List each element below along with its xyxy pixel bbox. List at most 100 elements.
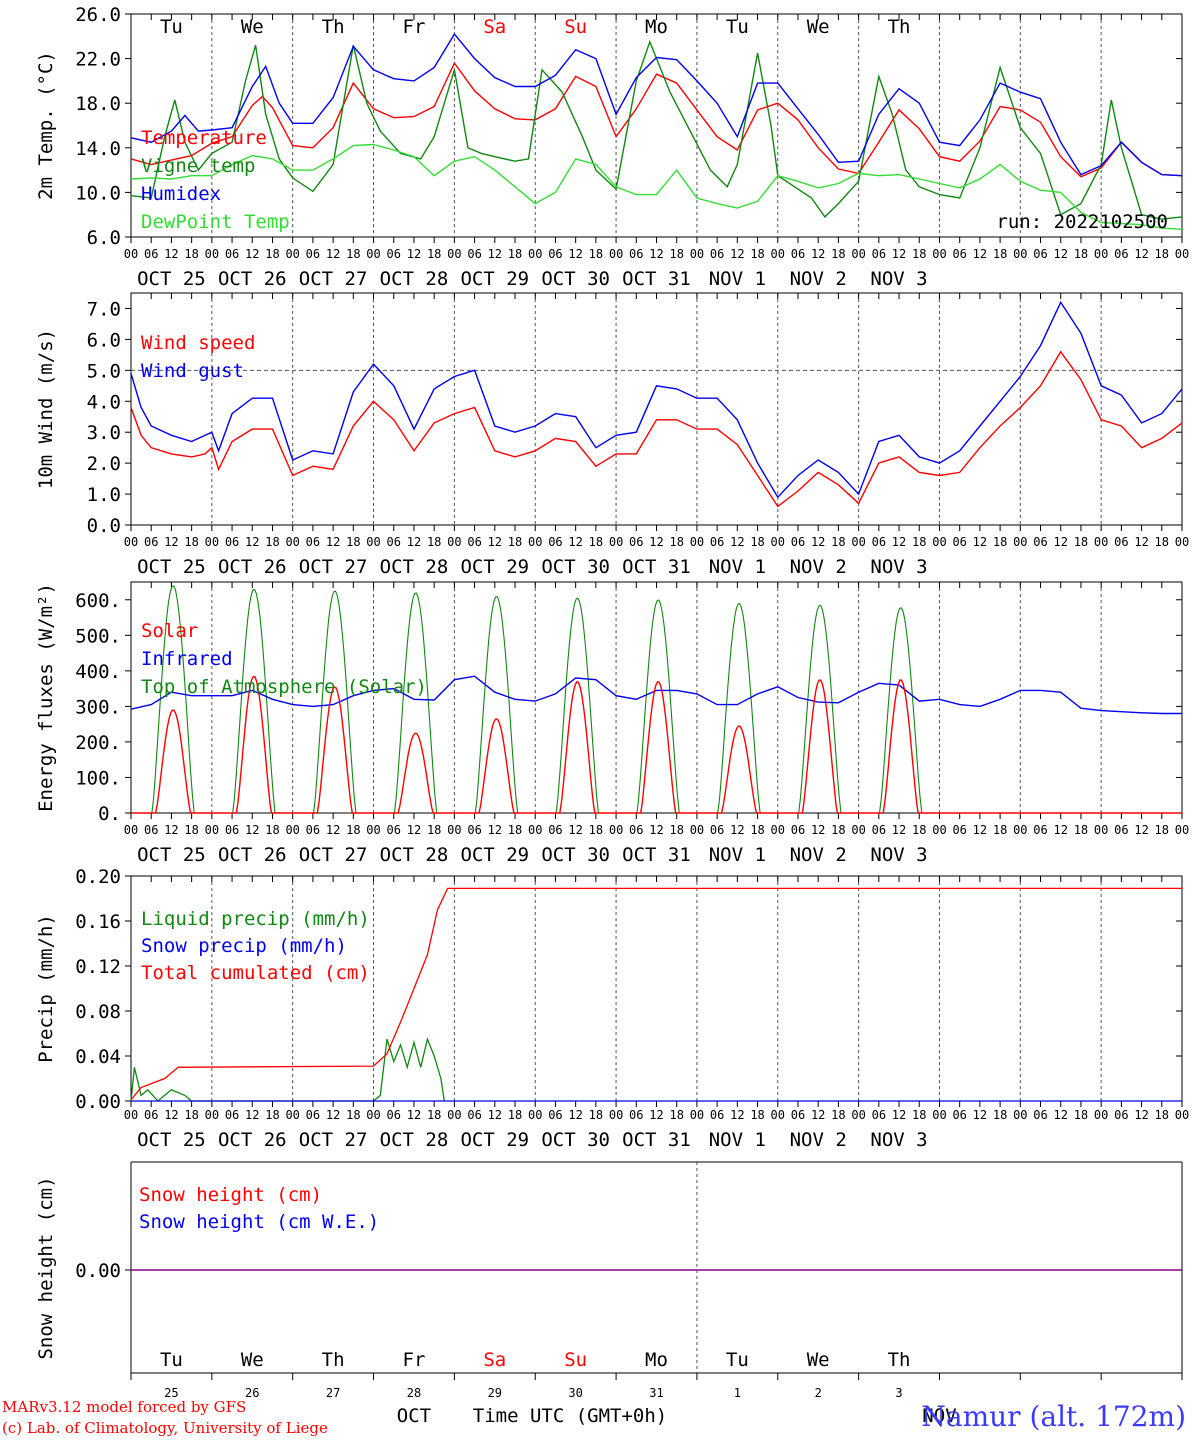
hour-tick-label: 06 xyxy=(548,247,562,261)
legend-total-cumulated-cm-: Total cumulated (cm) xyxy=(141,962,370,984)
hour-tick-label: 12 xyxy=(730,535,744,549)
legend-wind-gust: Wind gust xyxy=(141,360,244,382)
y-tick-label: 10.0 xyxy=(75,182,121,204)
hour-tick-label: 00 xyxy=(528,823,542,837)
credit-lab: (c) Lab. of Climatology, University of L… xyxy=(2,1419,328,1437)
hour-tick-label: 12 xyxy=(568,247,582,261)
date-label: NOV 3 xyxy=(870,268,927,290)
hour-tick-label: 00 xyxy=(528,535,542,549)
hour-tick-label: 12 xyxy=(164,1108,178,1122)
hour-tick-label: 00 xyxy=(285,823,299,837)
date-label: OCT 29 xyxy=(460,1129,529,1151)
hour-tick-label: 06 xyxy=(872,823,886,837)
hour-tick-label: 06 xyxy=(952,1108,966,1122)
panel-1: 6.0 10.0 14.0 18.0 22.0 26.0 2m Temp. (°C) Tu We… xyxy=(35,4,1183,249)
hour-tick-label: 18 xyxy=(508,535,522,549)
panel-4: 0.00 0.04 0.08 0.12 0.16 0.20 Precip (mm/h) Liq… xyxy=(35,866,1183,1113)
series-temperature xyxy=(130,61,1183,178)
date-label: OCT 30 xyxy=(541,844,610,866)
y-tick-label: 0.04 xyxy=(75,1046,121,1068)
date-label: OCT 29 xyxy=(460,844,529,866)
date-label: OCT 28 xyxy=(380,268,449,290)
hour-tick-label: 06 xyxy=(387,535,401,549)
date-label: NOV 2 xyxy=(790,1129,847,1151)
hour-tick-label: 00 xyxy=(932,823,946,837)
hour-tick-label: 06 xyxy=(387,823,401,837)
hour-tick-label: 12 xyxy=(811,1108,825,1122)
hour-tick-label: 18 xyxy=(346,247,360,261)
hour-tick-label: 00 xyxy=(1013,247,1027,261)
day-number: 25 xyxy=(164,1386,178,1400)
legend-dewpoint-temp: DewPoint Temp xyxy=(141,211,290,233)
hour-tick-label: 06 xyxy=(306,535,320,549)
series-humidex xyxy=(130,32,1183,177)
hour-tick-label: 12 xyxy=(245,823,259,837)
hour-tick-label: 06 xyxy=(467,247,481,261)
hour-tick-label: 18 xyxy=(508,247,522,261)
hour-tick-label: 18 xyxy=(508,1108,522,1122)
hour-tick-label: 06 xyxy=(548,1108,562,1122)
date-label: OCT 25 xyxy=(137,556,206,578)
y-tick-label: 500. xyxy=(75,625,121,647)
hour-tick-label: 18 xyxy=(346,1108,360,1122)
date-label: OCT 29 xyxy=(460,556,529,578)
hour-tick-label: 18 xyxy=(831,1108,845,1122)
hour-tick-label: 12 xyxy=(326,247,340,261)
y-tick-label: 0.00 xyxy=(75,1091,121,1113)
date-label: OCT 30 xyxy=(541,556,610,578)
hour-tick-label: 00 xyxy=(447,823,461,837)
month-label: OCT xyxy=(397,1405,431,1427)
hour-tick-label: 18 xyxy=(184,823,198,837)
hour-tick-label: 12 xyxy=(407,247,421,261)
y-tick-label: 300. xyxy=(75,696,121,718)
hour-tick-label: 00 xyxy=(1094,1108,1108,1122)
hour-tick-label: 18 xyxy=(589,535,603,549)
hour-tick-label: 18 xyxy=(993,1108,1007,1122)
series-infrared xyxy=(130,675,1182,715)
weekday-label: Mo xyxy=(645,16,668,38)
hour-tick-label: 18 xyxy=(184,535,198,549)
hour-tick-label: 18 xyxy=(1074,535,1088,549)
hour-tick-label: 06 xyxy=(629,1108,643,1122)
weekday-label: We xyxy=(807,16,830,38)
hour-tick-label: 12 xyxy=(649,1108,663,1122)
hour-tick-label: 00 xyxy=(1013,1108,1027,1122)
hour-tick-label: 00 xyxy=(609,535,623,549)
hour-tick-label: 18 xyxy=(1074,247,1088,261)
hour-tick-label: 00 xyxy=(609,823,623,837)
weekday-label: Sa xyxy=(483,16,506,38)
hour-tick-label: 00 xyxy=(366,535,380,549)
hour-tick-label: 00 xyxy=(932,247,946,261)
date-label: NOV 2 xyxy=(790,556,847,578)
hour-tick-label: 06 xyxy=(467,1108,481,1122)
credit-model: MARv3.12 model forced by GFS xyxy=(2,1398,247,1416)
hour-tick-label: 06 xyxy=(872,247,886,261)
hour-tick-label: 06 xyxy=(144,1108,158,1122)
weekday-label: Fr xyxy=(403,1349,426,1371)
y-tick-label: 7.0 xyxy=(87,298,121,320)
hour-tick-label: 00 xyxy=(205,535,219,549)
hour-tick-label: 06 xyxy=(225,247,239,261)
day-number: 1 xyxy=(734,1386,741,1400)
date-label: OCT 25 xyxy=(137,1129,206,1151)
hour-tick-label: 06 xyxy=(144,823,158,837)
hour-tick-label: 12 xyxy=(326,1108,340,1122)
hour-tick-label: 18 xyxy=(669,535,683,549)
hour-tick-label: 00 xyxy=(690,1108,704,1122)
legend-top-of-atmosphere-solar-: Top of Atmosphere (Solar) xyxy=(141,676,427,698)
hour-tick-label: 18 xyxy=(1074,1108,1088,1122)
date-label: OCT 27 xyxy=(299,1129,368,1151)
hour-tick-label: 18 xyxy=(750,535,764,549)
hour-tick-label: 00 xyxy=(690,535,704,549)
y-tick-label: 3.0 xyxy=(87,422,121,444)
y-tick-label: 100. xyxy=(75,767,121,789)
hour-tick-label: 18 xyxy=(427,823,441,837)
y-tick-label: 200. xyxy=(75,732,121,754)
hour-tick-label: 00 xyxy=(1013,535,1027,549)
date-label: OCT 30 xyxy=(541,1129,610,1151)
hour-tick-label: 12 xyxy=(973,1108,987,1122)
legend-solar: Solar xyxy=(141,620,198,642)
hour-tick-label: 00 xyxy=(1175,247,1189,261)
hour-tick-label: 00 xyxy=(124,823,138,837)
hour-tick-label: 00 xyxy=(771,535,785,549)
